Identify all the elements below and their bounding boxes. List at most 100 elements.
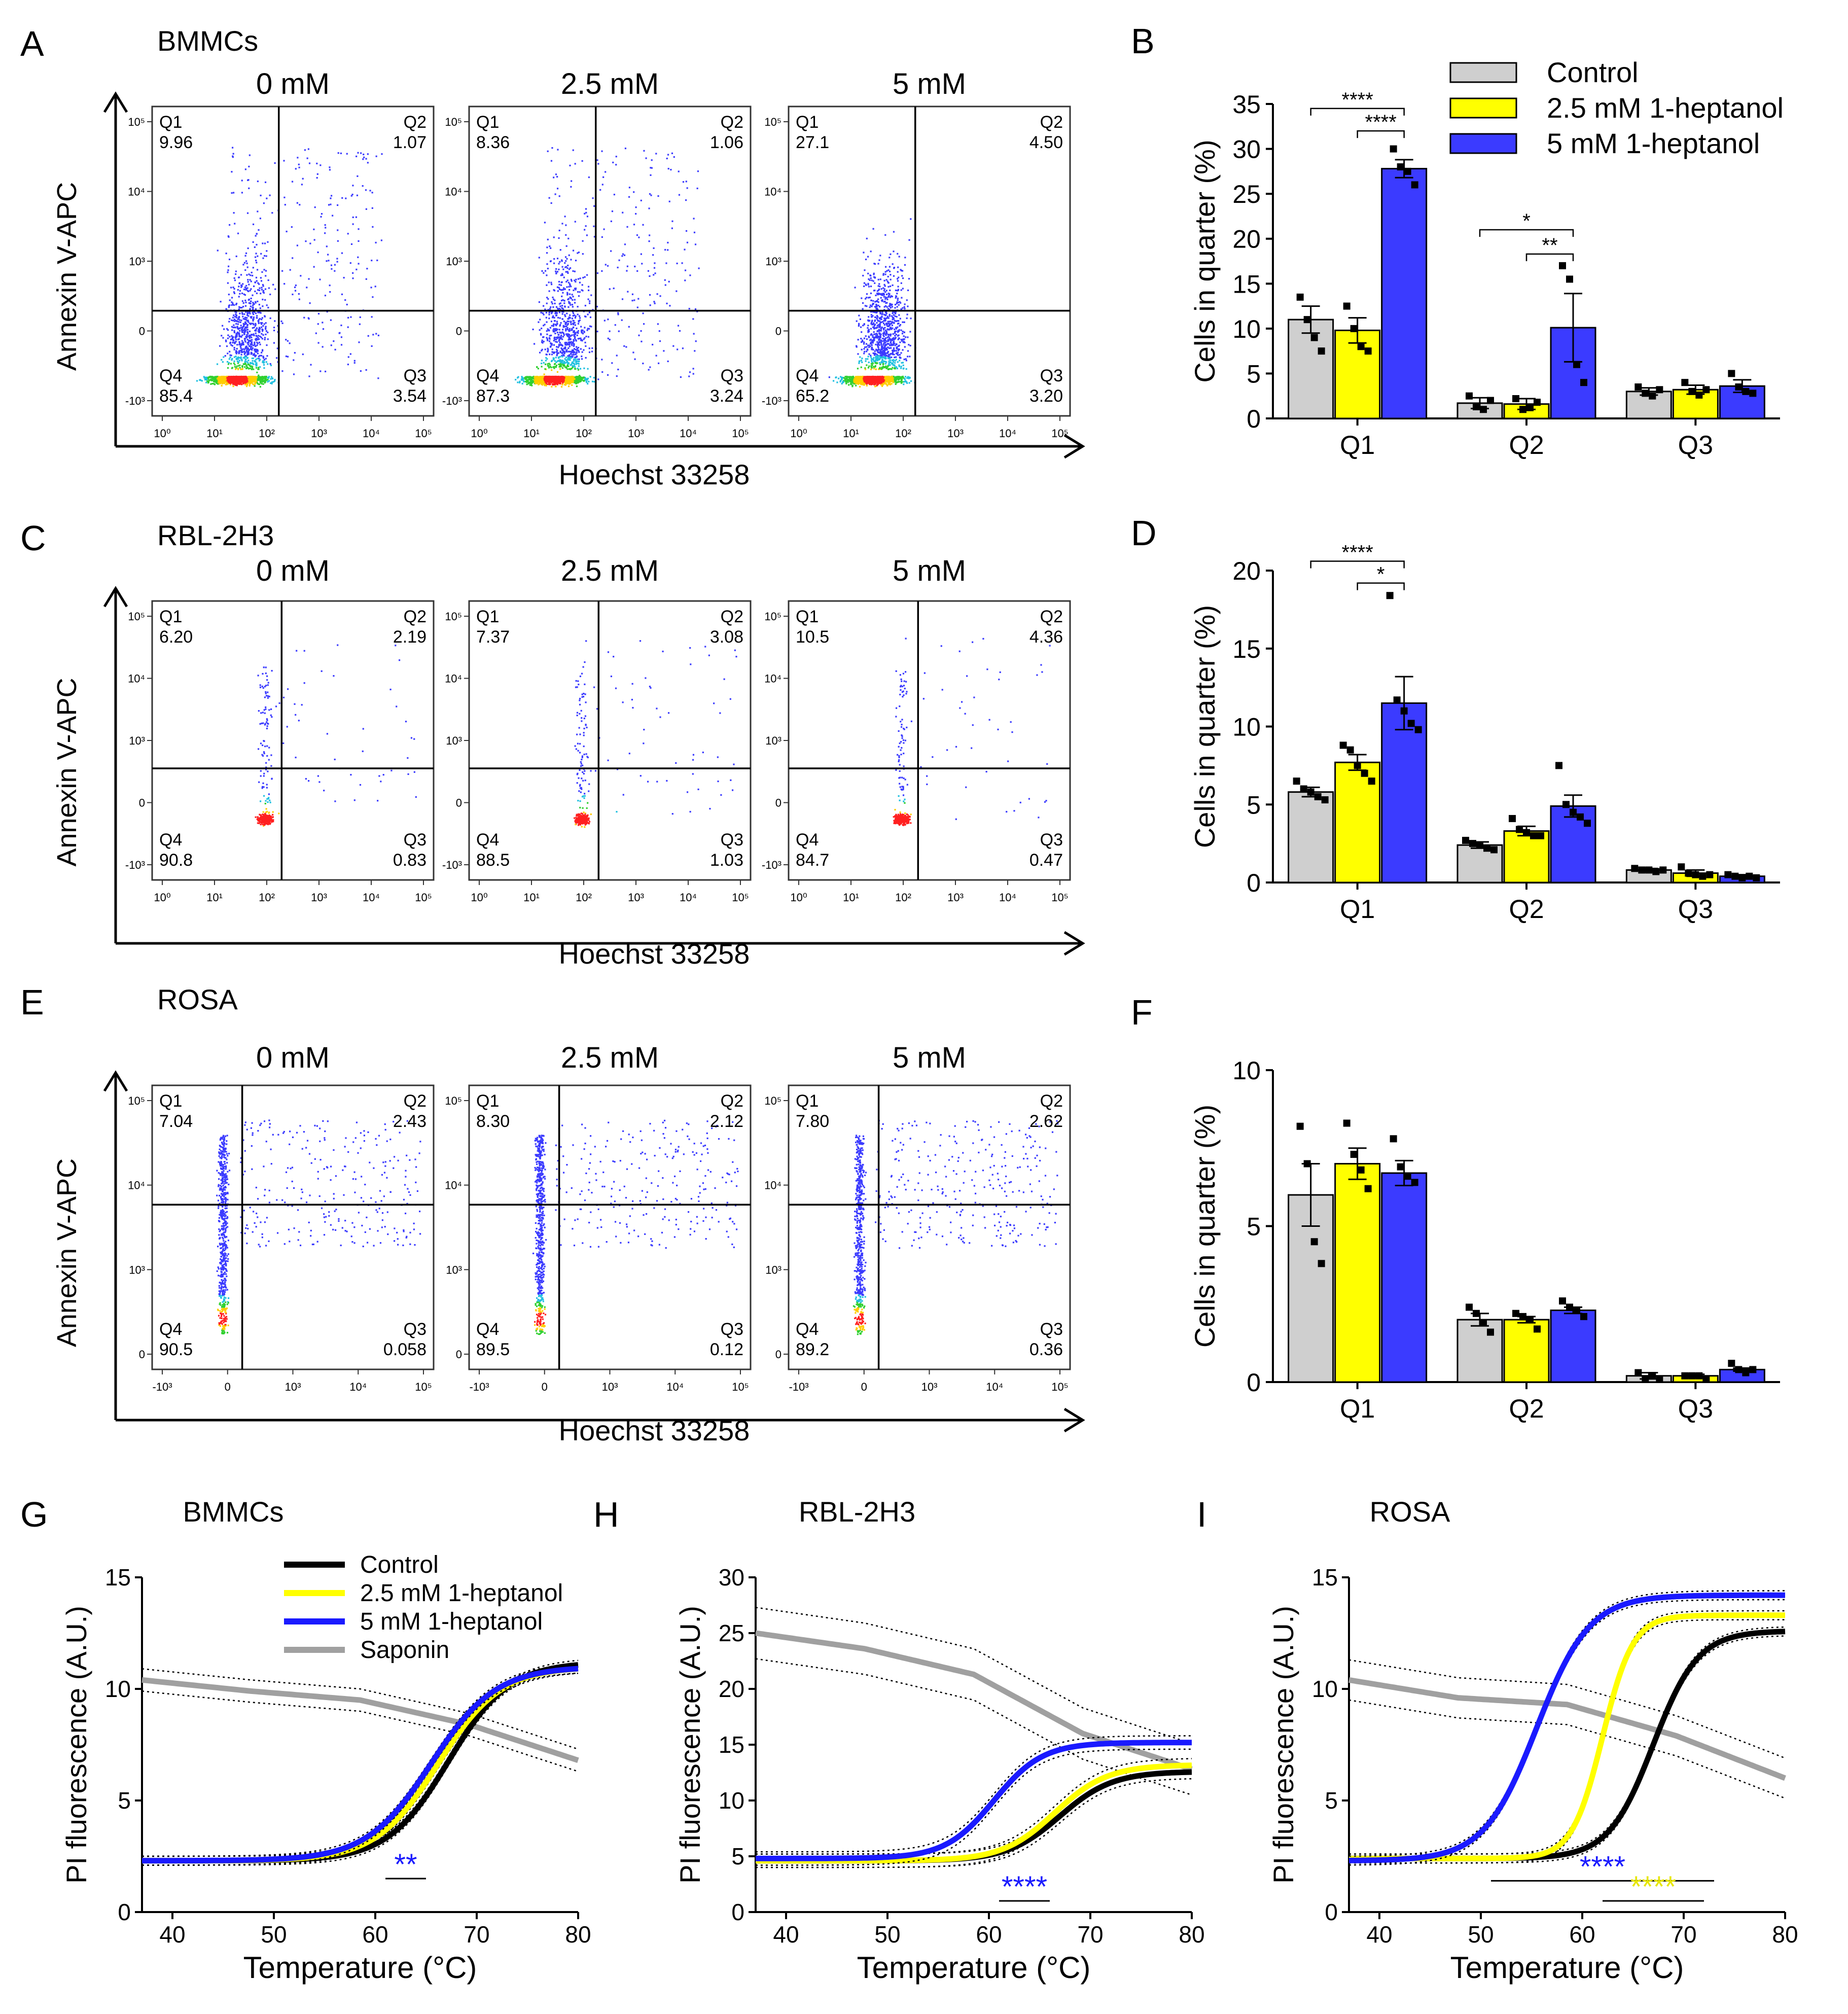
event-dot xyxy=(546,263,548,265)
event-dot xyxy=(551,383,554,385)
event-dot xyxy=(546,302,548,304)
event-dot xyxy=(664,279,666,281)
event-dot xyxy=(230,344,232,346)
event-dot xyxy=(638,334,640,336)
event-dot xyxy=(574,288,576,290)
event-dot xyxy=(577,323,580,325)
event-dot xyxy=(265,358,267,360)
event-dot xyxy=(248,379,251,381)
event-dot xyxy=(257,338,259,341)
event-dot xyxy=(238,338,240,340)
event-dot xyxy=(256,317,258,319)
event-dot xyxy=(576,381,578,383)
event-dot xyxy=(900,282,902,284)
event-dot xyxy=(240,274,242,276)
event-dot xyxy=(225,376,227,378)
event-dot xyxy=(254,356,256,358)
event-dot xyxy=(238,332,240,334)
event-dot xyxy=(593,236,596,238)
event-dot xyxy=(260,378,262,380)
event-dot xyxy=(273,327,275,329)
event-dot xyxy=(564,323,566,326)
event-dot xyxy=(551,325,553,327)
event-dot xyxy=(310,364,312,366)
event-dot xyxy=(568,343,571,345)
event-dot xyxy=(545,363,547,365)
event-dot xyxy=(225,383,227,385)
event-dot xyxy=(642,363,644,365)
event-dot xyxy=(229,356,231,359)
event-dot xyxy=(371,345,373,347)
event-dot xyxy=(578,295,580,297)
event-dot xyxy=(244,362,246,364)
event-dot xyxy=(260,322,262,324)
event-dot xyxy=(671,227,673,229)
event-dot xyxy=(624,148,627,150)
event-dot xyxy=(578,320,580,322)
event-dot xyxy=(585,208,587,210)
event-dot xyxy=(573,376,575,378)
event-dot xyxy=(558,329,560,331)
event-dot xyxy=(238,296,240,298)
event-dot xyxy=(565,379,567,382)
event-dot xyxy=(569,164,571,166)
event-dot xyxy=(570,350,572,352)
event-dot xyxy=(541,362,543,365)
event-dot xyxy=(250,343,252,345)
event-dot xyxy=(556,360,558,362)
event-dot xyxy=(225,381,228,383)
event-dot xyxy=(211,376,213,378)
event-dot xyxy=(572,350,574,353)
event-dot xyxy=(270,364,272,367)
event-dot xyxy=(250,305,252,307)
event-dot xyxy=(587,382,589,385)
event-dot xyxy=(587,377,589,379)
event-dot xyxy=(207,378,209,380)
event-dot xyxy=(236,383,238,385)
event-dot xyxy=(581,329,583,331)
event-dot xyxy=(557,337,559,339)
event-dot xyxy=(255,381,257,383)
event-dot xyxy=(242,315,244,317)
event-dot xyxy=(881,357,883,359)
event-dot xyxy=(267,338,269,340)
event-dot xyxy=(251,334,253,336)
event-dot xyxy=(545,357,547,359)
event-dot xyxy=(678,194,681,196)
event-dot xyxy=(536,380,538,382)
event-dot xyxy=(902,288,904,290)
event-dot xyxy=(579,320,581,322)
event-dot xyxy=(235,333,237,335)
event-dot xyxy=(244,305,247,307)
event-dot xyxy=(566,258,568,260)
event-dot xyxy=(667,241,669,243)
event-dot xyxy=(570,380,572,382)
q1-label: Q1 xyxy=(476,113,499,132)
event-dot xyxy=(244,363,246,365)
event-dot xyxy=(329,285,331,287)
event-dot xyxy=(560,284,562,286)
event-dot xyxy=(550,321,553,323)
event-dot xyxy=(276,357,278,359)
event-dot xyxy=(245,252,247,254)
event-dot xyxy=(377,334,380,337)
event-dot xyxy=(548,311,550,313)
event-dot xyxy=(246,262,248,264)
x-tick-label: 10² xyxy=(259,427,275,440)
event-dot xyxy=(554,338,556,340)
event-dot xyxy=(219,381,221,383)
event-dot xyxy=(245,337,248,339)
event-dot xyxy=(552,366,555,368)
event-dot xyxy=(238,350,240,352)
event-dot xyxy=(264,288,267,290)
event-dot xyxy=(617,312,619,314)
event-dot xyxy=(591,350,593,352)
event-dot xyxy=(601,359,603,361)
event-dot xyxy=(352,277,354,279)
event-dot xyxy=(889,364,891,366)
event-dot xyxy=(867,272,869,274)
event-dot xyxy=(241,313,243,315)
event-dot xyxy=(223,381,225,383)
event-dot xyxy=(280,320,282,323)
event-dot xyxy=(543,336,545,338)
